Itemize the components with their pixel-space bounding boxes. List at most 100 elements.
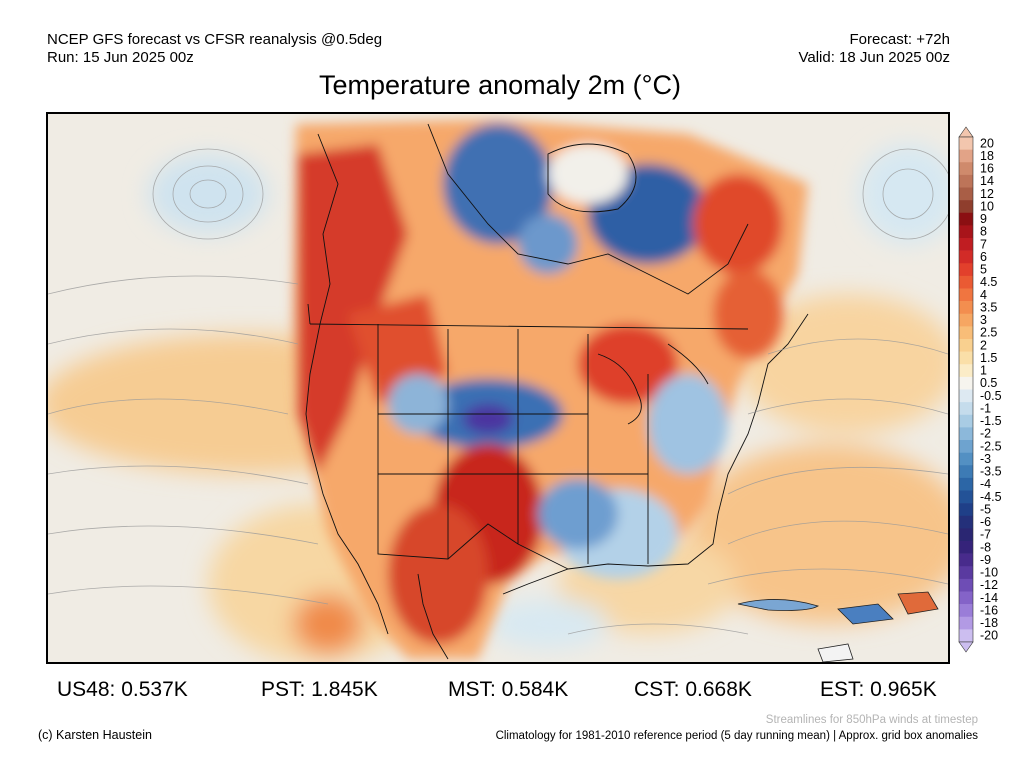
legend-label: -2.5 <box>980 439 1002 453</box>
legend-swatch <box>959 137 973 150</box>
run-time: Run: 15 Jun 2025 00z <box>47 49 194 66</box>
legend-label: 3.5 <box>980 300 997 314</box>
header-left: NCEP GFS forecast vs CFSR reanalysis @0.… <box>47 31 382 67</box>
legend-label: -20 <box>980 629 998 643</box>
regional-stats: US48: 0.537K PST: 1.845K MST: 0.584K CST… <box>0 678 1024 706</box>
stat-pst: PST: 1.845K <box>261 678 378 701</box>
climatology-note: Climatology for 1981-2010 reference peri… <box>495 730 978 742</box>
model-description: NCEP GFS forecast vs CFSR reanalysis @0.… <box>47 31 383 48</box>
legend-label: -1.5 <box>980 414 1002 428</box>
legend-swatch <box>959 162 973 176</box>
map-title: Temperature anomaly 2m (°C) <box>319 70 681 100</box>
legend-swatch <box>959 578 973 592</box>
legend-swatch <box>959 351 973 365</box>
legend-swatch <box>959 288 973 302</box>
legend-swatch <box>959 503 973 517</box>
stat-est: EST: 0.965K <box>820 678 937 701</box>
streamlines-note: Streamlines for 850hPa winds at timestep <box>765 714 978 726</box>
wind-streamlines <box>48 148 948 635</box>
legend-label: -8 <box>980 540 991 554</box>
legend-swatch <box>959 225 973 239</box>
legend-label: -9 <box>980 553 991 567</box>
legend-swatch <box>959 313 973 327</box>
legend-label: 5 <box>980 263 987 277</box>
legend-swatch <box>959 301 973 315</box>
legend-label: -3 <box>980 452 991 466</box>
legend-swatch <box>959 212 973 226</box>
credit-text: (c) Karsten Haustein <box>38 728 152 742</box>
legend-label: 2.5 <box>980 326 997 340</box>
legend-label: -16 <box>980 603 998 617</box>
legend-label: 20 <box>980 136 994 150</box>
legend-label: 4.5 <box>980 275 997 289</box>
legend-swatch <box>959 553 973 567</box>
legend-label: -6 <box>980 515 991 529</box>
caribbean-islands <box>737 591 939 662</box>
legend-swatch <box>959 339 973 352</box>
legend-swatch <box>959 528 973 542</box>
anomaly-map-graphic <box>48 114 948 662</box>
legend-swatch <box>959 263 973 277</box>
legend-label: 6 <box>980 250 987 264</box>
legend-label: -4 <box>980 477 991 491</box>
legend-swatch <box>959 364 973 378</box>
color-legend-graphic: 201816141210987654.543.532.521.510.5-0.5… <box>958 126 1002 653</box>
legend-swatch <box>959 490 973 504</box>
legend-swatch <box>959 376 973 390</box>
legend-label: -2 <box>980 427 991 441</box>
stat-mst: MST: 0.584K <box>448 678 569 701</box>
legend-swatch <box>959 452 973 466</box>
legend-swatch <box>959 541 973 554</box>
legend-label: -4.5 <box>980 490 1002 504</box>
legend-label: -3.5 <box>980 465 1002 479</box>
legend-label: 12 <box>980 187 994 201</box>
legend-label: 9 <box>980 212 987 226</box>
legend-swatch <box>959 174 973 188</box>
stat-us48: US48: 0.537K <box>57 678 188 701</box>
legend-label: -10 <box>980 566 998 580</box>
legend-label: -5 <box>980 502 991 516</box>
legend-swatch <box>959 187 973 201</box>
legend-swatch <box>959 250 973 264</box>
legend-label: 8 <box>980 225 987 239</box>
legend-label: -0.5 <box>980 389 1002 403</box>
legend-label: 3 <box>980 313 987 327</box>
legend-label: 7 <box>980 237 987 251</box>
legend-swatch <box>959 238 973 251</box>
legend-label: 4 <box>980 288 987 302</box>
legend-label: -1 <box>980 401 991 415</box>
legend-swatch <box>959 427 973 441</box>
legend-label: 2 <box>980 338 987 352</box>
legend-swatch <box>959 402 973 416</box>
valid-time: Valid: 18 Jun 2025 00z <box>798 49 950 66</box>
legend-label: -18 <box>980 616 998 630</box>
coastlines-and-borders <box>305 123 809 660</box>
legend-swatch <box>959 629 973 643</box>
legend-swatch <box>959 465 973 479</box>
anomaly-map <box>46 112 950 664</box>
legend-label: 0.5 <box>980 376 997 390</box>
legend-label: -7 <box>980 528 991 542</box>
legend-swatch <box>959 616 973 630</box>
legend-swatch <box>959 149 973 163</box>
stat-cst: CST: 0.668K <box>634 678 752 701</box>
header-right: Forecast: +72h Valid: 18 Jun 2025 00z <box>798 31 950 67</box>
legend-arrow-bottom <box>958 641 974 653</box>
legend-label: 18 <box>980 149 994 163</box>
legend-label: -14 <box>980 591 998 605</box>
color-legend: 20 18 16 14 12 10 9 8 7 6 5 4.5 4 3.5 3 2.5 2 1.5 1 0.5 -0.5… <box>958 126 1018 653</box>
legend-swatch <box>959 200 973 214</box>
legend-swatch <box>959 275 973 289</box>
legend-swatch <box>959 591 973 605</box>
legend-swatch <box>959 477 973 491</box>
legend-swatch <box>959 440 973 453</box>
legend-swatch <box>959 604 973 618</box>
legend-label: 1.5 <box>980 351 997 365</box>
legend-arrow-top <box>958 126 974 138</box>
legend-swatch <box>959 389 973 403</box>
legend-swatch <box>959 566 973 580</box>
legend-label: 1 <box>980 364 987 378</box>
legend-label: 10 <box>980 199 994 213</box>
legend-swatch <box>959 515 973 529</box>
legend-swatch <box>959 414 973 428</box>
